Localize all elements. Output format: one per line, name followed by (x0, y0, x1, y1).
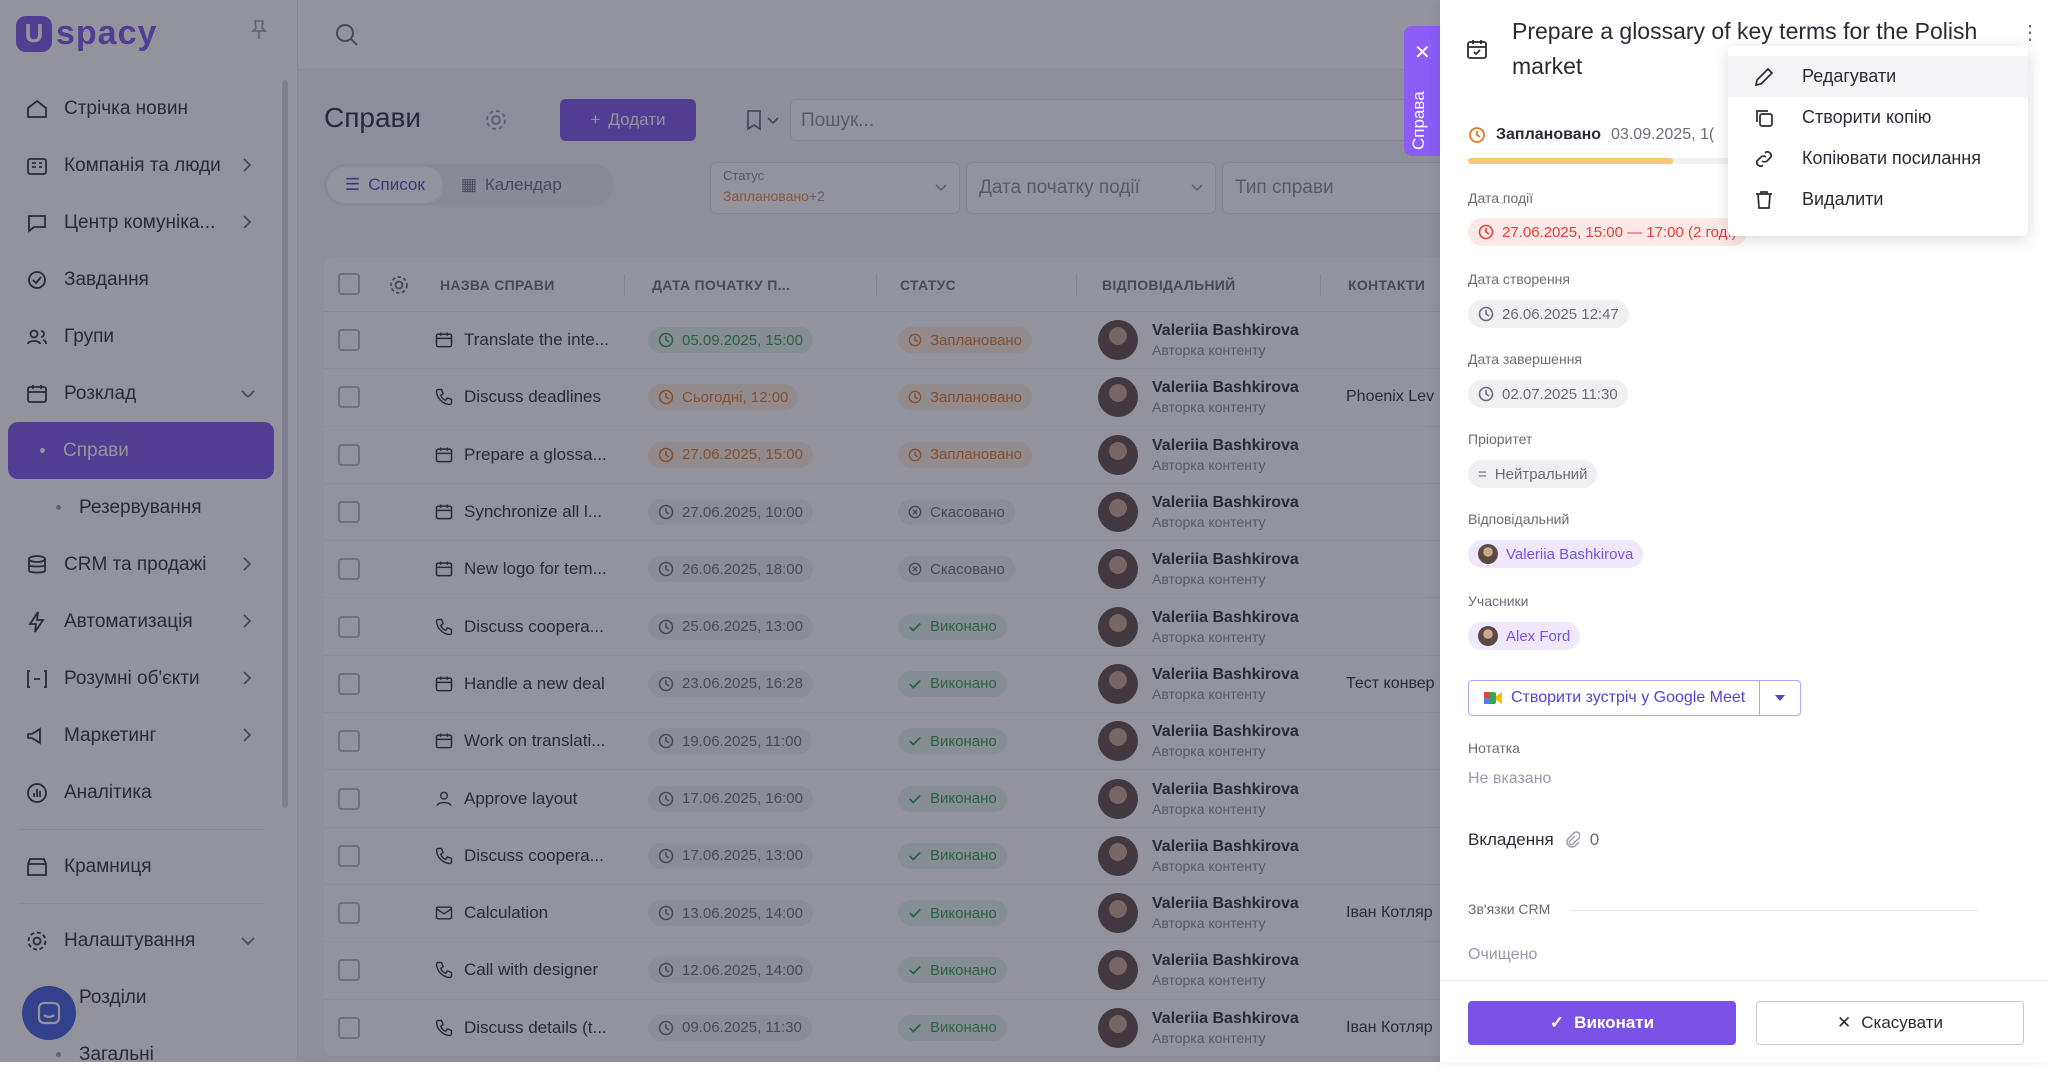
complete-button-label: Виконати (1574, 1013, 1655, 1032)
clock-icon (1469, 127, 1485, 143)
complete-button[interactable]: ✓ Виконати (1468, 1001, 1736, 1045)
avatar (1478, 626, 1498, 646)
event-date-text: 27.06.2025, 15:00 — 17:00 (2 год.) (1502, 223, 1737, 241)
attachments-label: Вкладення (1468, 830, 1554, 849)
google-meet-button[interactable]: Створити зустріч у Google Meet (1469, 681, 1761, 715)
clock-icon (1478, 224, 1494, 240)
priority-label: Пріоритет (1468, 431, 1533, 447)
finished-text: 02.07.2025 11:30 (1502, 385, 1618, 403)
responsible-label: Відповідальний (1468, 511, 1570, 527)
attachments-count: 0 (1589, 830, 1600, 849)
trash-icon (1752, 188, 1776, 212)
panel-footer: ✓ Виконати ✕ Скасувати (1440, 980, 2048, 1062)
panel-side-tab[interactable]: ✕ Справа (1404, 26, 1440, 156)
trash-icon (1756, 190, 1772, 209)
menu-item-link[interactable]: Копіювати посилання (1728, 138, 2028, 179)
menu-item-label: Створити копію (1802, 107, 1932, 127)
side-tab-label: Справа (1409, 91, 1428, 150)
note-label: Нотатка (1468, 740, 1520, 756)
panel-status-date: 03.09.2025, 1( (1611, 126, 1715, 143)
event-date-value[interactable]: 27.06.2025, 15:00 — 17:00 (2 год.) (1468, 218, 1747, 246)
crm-label: Зв'язки CRM (1468, 901, 1551, 917)
context-menu: Редагувати Створити копію Копіювати посила… (1728, 46, 2028, 236)
participants-label: Учасники (1468, 593, 1529, 609)
pencil-icon (1754, 67, 1774, 86)
finished-value: 02.07.2025 11:30 (1468, 380, 1628, 408)
link-icon (1755, 150, 1773, 167)
panel-status: Заплановано 03.09.2025, 1( (1468, 126, 1714, 144)
google-meet-label: Створити зустріч у Google Meet (1511, 689, 1746, 706)
created-label: Дата створення (1468, 271, 1570, 287)
menu-item-label: Видалити (1802, 189, 1884, 209)
avatar (1478, 544, 1498, 564)
menu-item-trash[interactable]: Видалити (1728, 179, 2028, 220)
responsible-text: Valeriia Bashkirova (1506, 545, 1634, 563)
menu-item-label: Копіювати посилання (1802, 148, 1981, 168)
menu-item-copy[interactable]: Створити копію (1728, 97, 2028, 138)
responsible-value[interactable]: Valeriia Bashkirova (1468, 540, 1644, 568)
copy-icon (1752, 106, 1776, 130)
note-value[interactable]: Не вказано (1468, 770, 1552, 787)
modal-backdrop[interactable] (0, 0, 1440, 1062)
copy-icon (1756, 109, 1773, 127)
created-value: 26.06.2025 12:47 (1468, 300, 1629, 328)
finished-label: Дата завершення (1468, 351, 1583, 367)
close-icon: ✕ (1837, 1013, 1852, 1032)
participant-chip[interactable]: Alex Ford (1468, 622, 1581, 650)
crm-value: Очищено (1468, 946, 1538, 963)
link-icon (1752, 147, 1776, 171)
more-vertical-icon[interactable]: ⋮ (2020, 22, 2040, 44)
menu-item-label: Редагувати (1802, 66, 1897, 86)
cancel-button-label: Скасувати (1861, 1013, 1943, 1032)
check-icon: ✓ (1549, 1013, 1565, 1032)
participant-text: Alex Ford (1506, 627, 1571, 645)
created-text: 26.06.2025 12:47 (1502, 305, 1619, 323)
cancel-button[interactable]: ✕ Скасувати (1756, 1001, 2024, 1045)
panel-status-text: Заплановано (1496, 126, 1602, 143)
pencil-icon (1752, 65, 1776, 89)
crm-divider (1570, 910, 1978, 911)
caret-down-icon (1775, 695, 1786, 701)
google-meet-button-group: Створити зустріч у Google Meet (1468, 680, 1802, 716)
menu-item-pencil[interactable]: Редагувати (1728, 56, 2028, 97)
close-icon[interactable]: ✕ (1414, 42, 1431, 64)
priority-text: Нейтральний (1494, 465, 1588, 483)
google-meet-icon (1484, 692, 1502, 704)
priority-value[interactable]: = Нейтральний (1468, 460, 1598, 488)
clock-icon (1478, 306, 1494, 322)
status-progress-fill (1468, 158, 1674, 164)
attachments[interactable]: Вкладення 0 (1468, 830, 1599, 850)
equals-icon: = (1478, 465, 1487, 483)
calendar-icon (1467, 40, 1487, 59)
event-date-label: Дата події (1468, 190, 1534, 206)
panel-title: Prepare a glossary of key terms for the … (1512, 18, 1978, 79)
paperclip-icon (1565, 831, 1580, 848)
google-meet-dropdown[interactable] (1760, 681, 1800, 715)
clock-icon (1478, 386, 1494, 402)
